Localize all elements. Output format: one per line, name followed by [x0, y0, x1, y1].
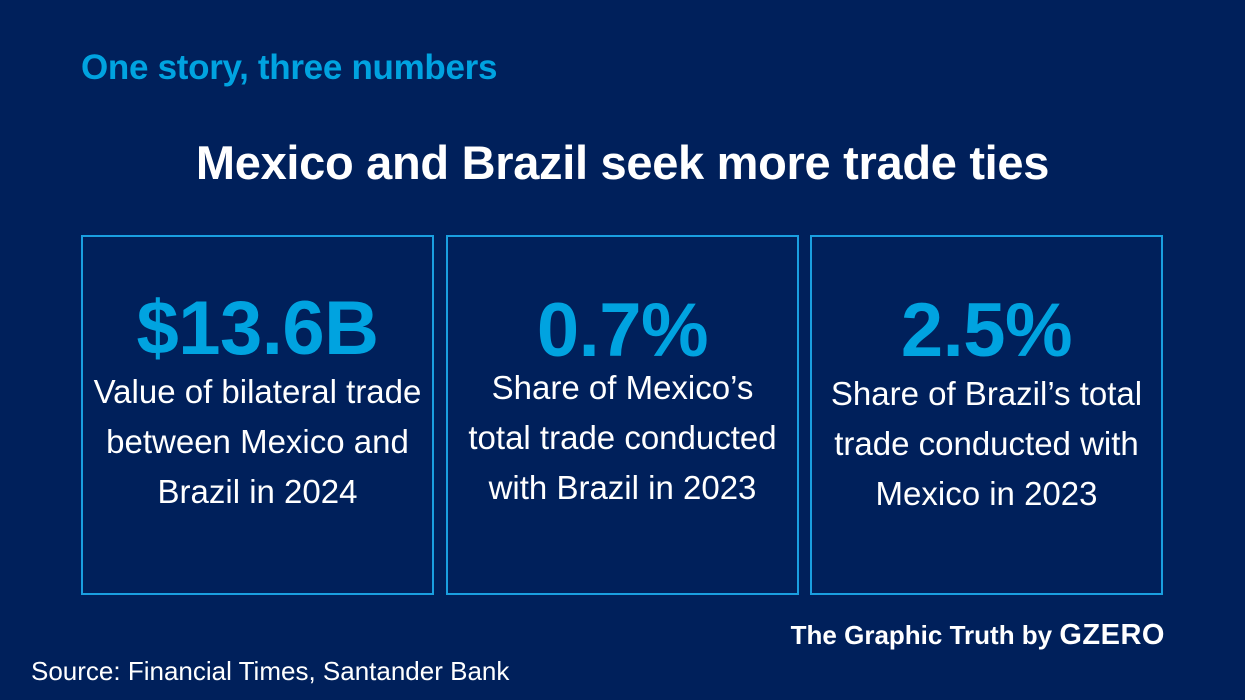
stat-card-brazil-share: 2.5% Share of Brazil’s total trade condu…	[810, 235, 1163, 595]
source-note: Source: Financial Times, Santander Bank	[31, 656, 510, 686]
stat-description: Share of Mexico’s total trade conducted …	[468, 369, 777, 506]
stat-description: Share of Brazil’s total trade conducted …	[830, 375, 1143, 512]
stat-card-bilateral-trade: $13.6B Value of bilateral trade between …	[81, 235, 434, 595]
stat-description: Value of bilateral trade between Mexico …	[93, 373, 422, 510]
stat-value: $13.6B	[136, 286, 379, 371]
gzero-logo: GZERO	[1059, 619, 1165, 651]
brand-prefix: The Graphic Truth by	[790, 620, 1060, 650]
stat-card-mexico-share: 0.7% Share of Mexico’s total trade condu…	[446, 235, 799, 595]
stat-value: 2.5%	[900, 288, 1073, 373]
kicker-heading: One story, three numbers	[81, 48, 498, 87]
page-title: Mexico and Brazil seek more trade ties	[195, 136, 1050, 189]
brand-credit: The Graphic Truth by GZERO	[791, 619, 1165, 652]
stat-value: 0.7%	[536, 288, 709, 373]
